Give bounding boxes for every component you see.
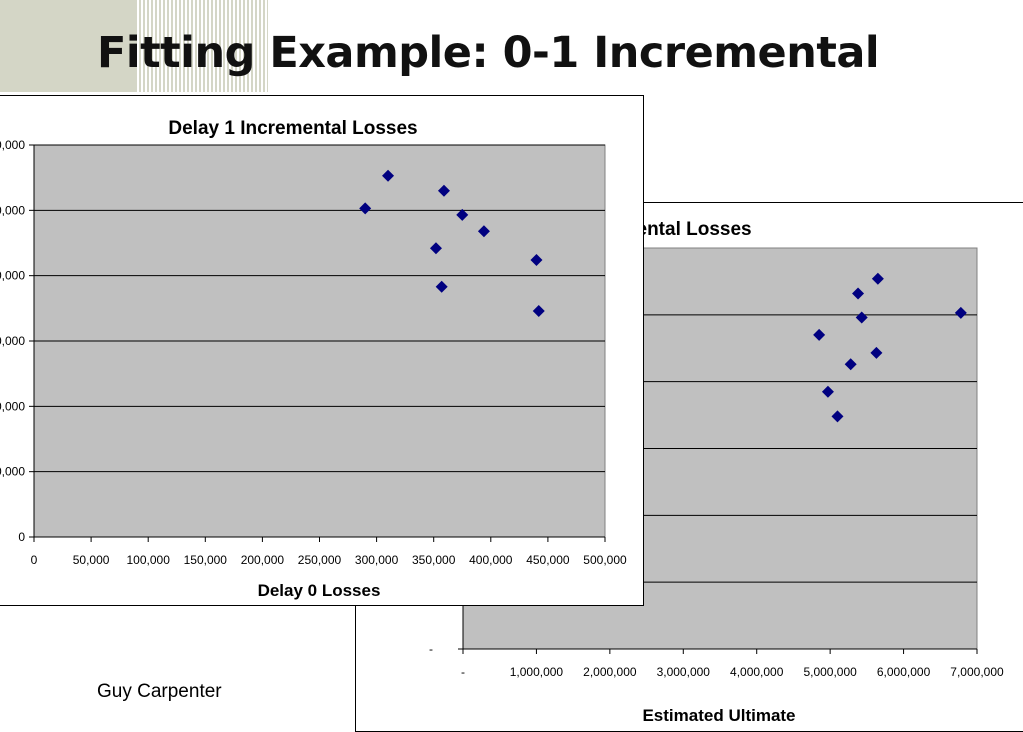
footer-text: Guy Carpenter xyxy=(97,681,222,702)
data-point xyxy=(532,304,545,317)
x-tick-label: 500,000 xyxy=(583,553,627,567)
y-tick-label: 500,000 xyxy=(0,203,25,217)
x-tick-label: 0 xyxy=(31,553,38,567)
y-tick-label: - xyxy=(429,642,433,656)
y-tick-label: 600,000 xyxy=(0,138,25,152)
x-tick-label: 100,000 xyxy=(127,553,171,567)
data-point xyxy=(435,280,448,293)
data-point xyxy=(437,184,450,197)
data-point xyxy=(870,346,883,359)
data-point xyxy=(852,287,865,300)
data-point xyxy=(382,169,395,182)
data-point xyxy=(954,306,967,319)
decorative-stripes xyxy=(135,0,268,92)
x-tick-label: 7,000,000 xyxy=(950,665,1004,679)
x-tick-label: 350,000 xyxy=(412,553,456,567)
x-tick-label: 1,000,000 xyxy=(510,665,564,679)
chart-delay-0-losses: 0 50,000 100,000 150,000 200,000 250,000 300,0… xyxy=(0,95,644,606)
data-point xyxy=(871,272,884,285)
data-point xyxy=(821,385,834,398)
y-tick-label: 100,000 xyxy=(0,465,25,479)
data-point xyxy=(530,253,543,266)
x-tick-label: 5,000,000 xyxy=(803,665,857,679)
data-point xyxy=(813,328,826,341)
x-tick-label: 3,000,000 xyxy=(657,665,711,679)
x-tick-label: 50,000 xyxy=(73,553,110,567)
data-point xyxy=(844,358,857,371)
data-point xyxy=(477,225,490,238)
chart-delay-0-losses-svg: 0 50,000 100,000 150,000 200,000 250,000 300,0… xyxy=(0,118,627,600)
x-tick-label: 300,000 xyxy=(355,553,399,567)
x-tick-label: 4,000,000 xyxy=(730,665,784,679)
x-tick-label: 450,000 xyxy=(526,553,570,567)
y-tick-label: 0 xyxy=(18,530,25,544)
y-tick-label: 400,000 xyxy=(0,269,25,283)
x-tick-label: - xyxy=(461,665,465,679)
data-point xyxy=(831,410,844,423)
data-point xyxy=(456,208,469,221)
data-point xyxy=(359,202,372,215)
chart-title: Delay 1 Incremental Losses xyxy=(168,118,417,139)
y-tick-label: 200,000 xyxy=(0,399,25,413)
x-tick-label: 6,000,000 xyxy=(877,665,931,679)
x-tick-label: 400,000 xyxy=(469,553,513,567)
x-axis-title: Delay 0 Losses xyxy=(258,581,381,600)
slide-title: Fitting Example: 0-1 Incremental xyxy=(97,28,880,78)
x-tick-label: 250,000 xyxy=(298,553,342,567)
x-axis-title: Estimated Ultimate xyxy=(642,706,795,725)
x-tick-label: 150,000 xyxy=(184,553,228,567)
data-point xyxy=(429,242,442,255)
data-point xyxy=(855,311,868,324)
y-tick-label: 300,000 xyxy=(0,334,25,348)
x-tick-label: 2,000,000 xyxy=(583,665,637,679)
decorative-band xyxy=(0,0,135,92)
x-tick-label: 200,000 xyxy=(241,553,285,567)
